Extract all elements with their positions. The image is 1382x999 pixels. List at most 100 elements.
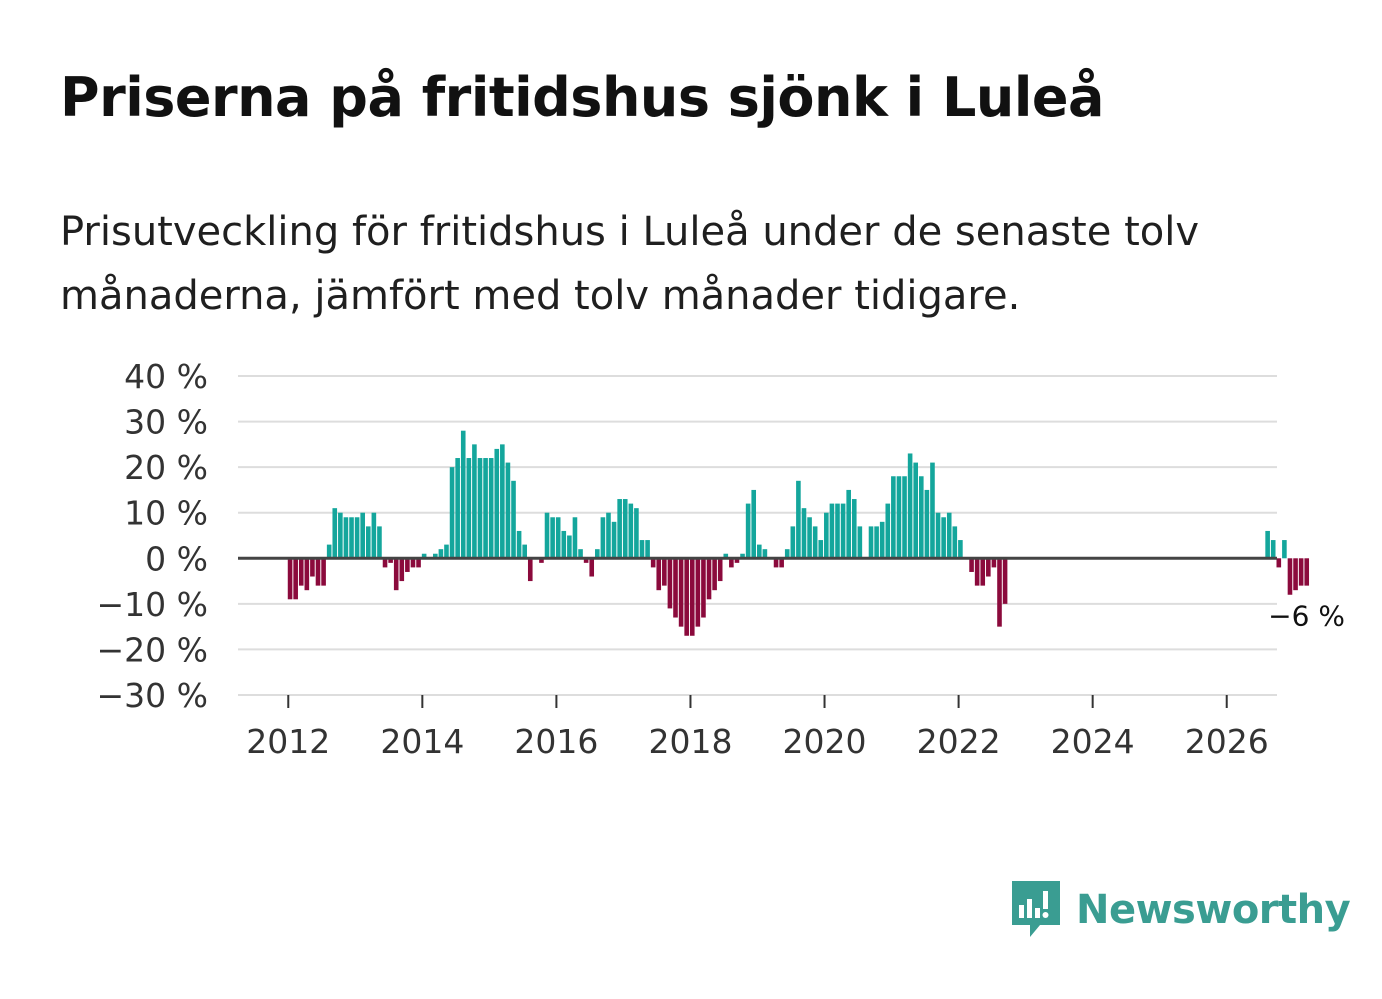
bar	[505, 462, 511, 559]
bar	[790, 526, 796, 559]
x-tick-label: 2012	[246, 722, 330, 761]
bar	[930, 462, 935, 559]
bar	[807, 517, 812, 559]
bar	[349, 517, 354, 559]
bar	[310, 558, 315, 577]
bar	[729, 558, 734, 568]
bar	[662, 558, 667, 586]
bar	[650, 558, 656, 568]
bar	[293, 558, 298, 600]
bar	[382, 558, 388, 568]
bar	[527, 558, 533, 582]
bar	[784, 549, 790, 559]
bar	[611, 521, 617, 559]
bar	[449, 467, 455, 559]
bar	[684, 558, 689, 636]
bar	[701, 558, 706, 618]
bar	[885, 503, 891, 559]
bar	[874, 526, 879, 559]
bar	[773, 558, 779, 568]
bar	[952, 526, 958, 559]
annotations: −6 %	[1268, 600, 1345, 633]
bar	[1265, 530, 1270, 559]
bar	[829, 503, 835, 559]
bar	[840, 503, 846, 559]
bar	[589, 558, 595, 577]
last-value-label: −6 %	[1268, 600, 1345, 633]
bar	[477, 458, 483, 559]
bar	[678, 558, 684, 627]
bar	[287, 558, 293, 600]
bar	[656, 558, 662, 591]
bar-series	[287, 430, 1310, 636]
bar	[561, 530, 567, 559]
bar	[298, 558, 304, 586]
bar	[433, 553, 438, 559]
bar	[572, 517, 578, 559]
bar	[757, 544, 762, 559]
bar	[706, 558, 712, 600]
bar	[745, 503, 751, 559]
bar	[483, 458, 488, 559]
x-tick-label: 2022	[917, 722, 1001, 761]
bar	[779, 558, 784, 568]
chart-title: Priserna på fritidshus sjönk i Luleå	[60, 66, 1104, 129]
bar	[617, 499, 622, 559]
bar	[734, 558, 740, 563]
y-tick-label: 20 %	[124, 448, 208, 487]
bar	[421, 553, 427, 559]
y-axis: 40 % 30 % 20 % 10 % 0 % −10 % −20 % −30 %	[97, 357, 209, 715]
x-tick-label: 2026	[1185, 722, 1269, 761]
y-tick-label: −10 %	[97, 585, 209, 624]
bar	[991, 558, 997, 568]
bar	[896, 476, 902, 559]
bar	[986, 558, 991, 577]
bar	[918, 476, 924, 559]
bar	[1276, 558, 1282, 568]
bar	[438, 549, 444, 559]
bar	[891, 476, 896, 559]
bar	[974, 558, 980, 586]
bar	[405, 558, 410, 572]
bar	[717, 558, 723, 582]
bar	[751, 489, 757, 559]
bar	[1282, 540, 1287, 559]
x-axis: 2012 2014 2016 2018 2020 2022 2024 2026	[246, 695, 1269, 761]
bar	[1002, 558, 1008, 604]
bar	[622, 499, 628, 559]
bar	[695, 558, 701, 627]
bar	[913, 462, 919, 559]
bar	[388, 558, 393, 563]
bar	[304, 558, 310, 591]
y-tick-label: −20 %	[97, 630, 209, 669]
bar	[583, 558, 589, 563]
bar	[868, 526, 874, 559]
bar	[516, 530, 522, 559]
bar	[600, 517, 606, 559]
bar	[488, 458, 494, 559]
bar	[645, 540, 650, 559]
bar	[416, 558, 421, 568]
bar	[343, 517, 349, 559]
bar	[801, 508, 807, 559]
bar	[969, 558, 974, 572]
y-tick-label: 40 %	[124, 357, 208, 396]
bar	[544, 512, 550, 559]
x-tick-label: 2016	[514, 722, 598, 761]
bar	[673, 558, 678, 618]
bar	[315, 558, 321, 586]
bar	[338, 512, 343, 559]
bar	[444, 544, 449, 559]
x-tick-label: 2014	[380, 722, 464, 761]
bar	[494, 448, 500, 559]
bar	[667, 558, 673, 609]
bar	[455, 458, 460, 559]
bar	[907, 453, 913, 559]
bar	[846, 489, 851, 559]
newsworthy-brand[interactable]: Newsworthy	[1010, 878, 1351, 942]
bar	[578, 549, 583, 559]
bar	[377, 526, 382, 559]
bar	[321, 558, 326, 586]
bar	[1293, 558, 1298, 591]
